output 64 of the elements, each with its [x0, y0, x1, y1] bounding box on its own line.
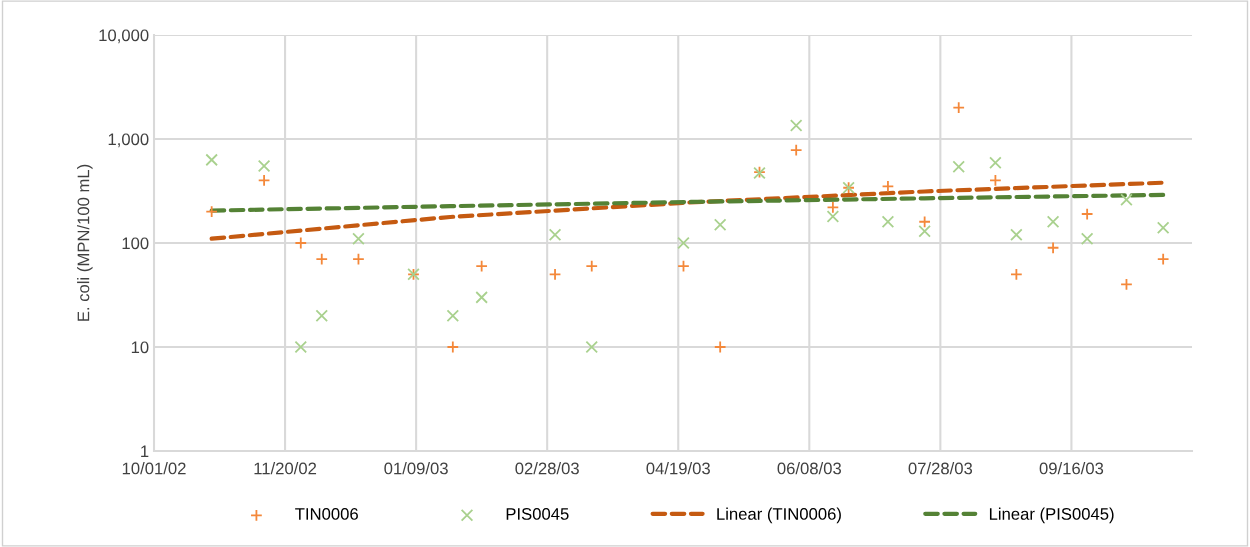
point: [585, 340, 599, 354]
point: [826, 210, 840, 223]
point: [918, 224, 931, 238]
y-tick-label: 100: [122, 237, 149, 250]
point: [1046, 215, 1060, 229]
point: [677, 236, 690, 250]
point: [952, 160, 965, 174]
x-tick-label: 01/09/03: [384, 462, 448, 475]
point: [315, 252, 329, 266]
point: [548, 228, 562, 242]
point: [1080, 207, 1094, 221]
line-series: [209, 180, 1166, 241]
point: [1046, 241, 1060, 255]
x-tick-label: 11/20/02: [254, 462, 317, 475]
point: [881, 215, 895, 229]
point: [205, 205, 218, 218]
point: [585, 259, 599, 273]
point: [475, 291, 488, 304]
x-tick-label: 07/28/03: [908, 462, 973, 475]
legend-label: TIN0006: [295, 508, 358, 520]
point: [989, 156, 1002, 170]
legend-label: PIS0045: [506, 508, 569, 520]
point: [315, 309, 329, 322]
point: [1010, 268, 1023, 281]
point: [713, 218, 727, 231]
point: [918, 215, 931, 229]
point: [677, 259, 690, 273]
point: [352, 252, 365, 266]
point: [1156, 252, 1170, 266]
x-tick-label: 04/19/03: [646, 462, 710, 475]
point: [1156, 221, 1170, 235]
point: [713, 340, 727, 354]
x-tick-label: 10/01/02: [122, 462, 186, 475]
y-tick-label: 1: [141, 445, 149, 458]
point: [952, 101, 965, 114]
point: [352, 232, 365, 245]
x-tick-label: 09/16/03: [1039, 462, 1104, 475]
legend-label: Linear (PIS0045): [989, 507, 1114, 524]
point: [446, 340, 460, 354]
y-tick-label: 10,000: [99, 29, 149, 44]
x-tick-label: 02/28/03: [515, 462, 579, 475]
point: [548, 268, 562, 281]
point: [826, 201, 840, 214]
point: [789, 119, 803, 132]
y-axis-title: E. coli (MPN/100 mL): [77, 164, 93, 321]
point: [446, 309, 460, 322]
point: [1120, 278, 1133, 291]
point: [257, 159, 271, 173]
point: [205, 153, 218, 167]
point: [881, 180, 895, 193]
y-tick-label: 1,000: [108, 133, 149, 148]
point: [294, 340, 308, 354]
point: [475, 259, 488, 273]
point: [1080, 232, 1094, 245]
x-tick-label: 06/08/03: [777, 462, 842, 475]
point: [1010, 228, 1023, 242]
line-series: [209, 192, 1166, 213]
point: [1120, 193, 1133, 207]
point: [989, 174, 1002, 187]
legend-label: Linear (TIN0006): [717, 507, 841, 524]
point: [257, 174, 271, 187]
point: [294, 236, 308, 250]
point: [789, 143, 803, 157]
y-tick-label: 10: [131, 341, 149, 354]
